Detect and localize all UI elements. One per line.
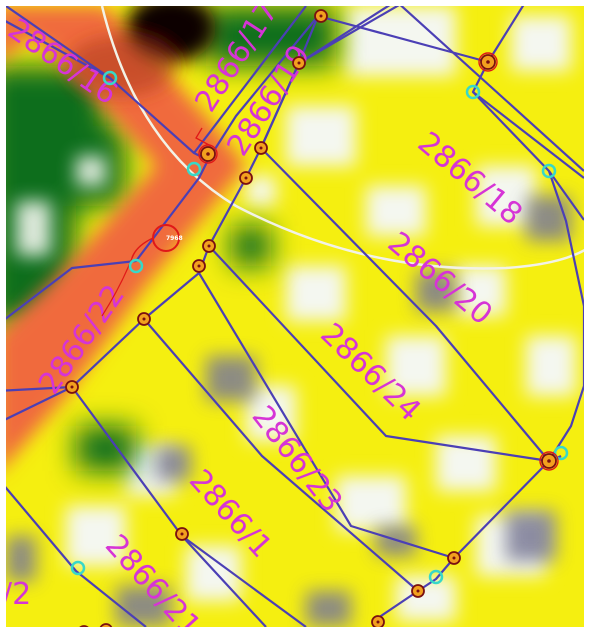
imagery-clearings <box>66 6 576 621</box>
control-point <box>70 560 86 576</box>
cadastral-map[interactable]: 2866/16 2866/17 2866/19 2866/18 2866/20 … <box>6 6 584 627</box>
map-canvas[interactable]: 2866/16 2866/17 2866/19 2866/18 2866/20 … <box>6 6 584 627</box>
parcel-label-2: /2 <box>6 577 31 612</box>
control-point <box>428 569 444 585</box>
control-point <box>465 84 481 100</box>
control-point <box>102 70 118 86</box>
imagery-shadows <box>6 196 571 626</box>
control-point <box>553 445 569 461</box>
vertex-marker <box>99 623 113 627</box>
poi-label: 7968 <box>166 235 183 242</box>
control-point <box>128 258 144 274</box>
vertex-marker <box>79 625 89 627</box>
road-strip <box>6 6 246 465</box>
buffer-arc <box>100 6 584 270</box>
control-point <box>541 163 557 179</box>
control-point <box>186 161 202 177</box>
control-points <box>70 70 569 585</box>
